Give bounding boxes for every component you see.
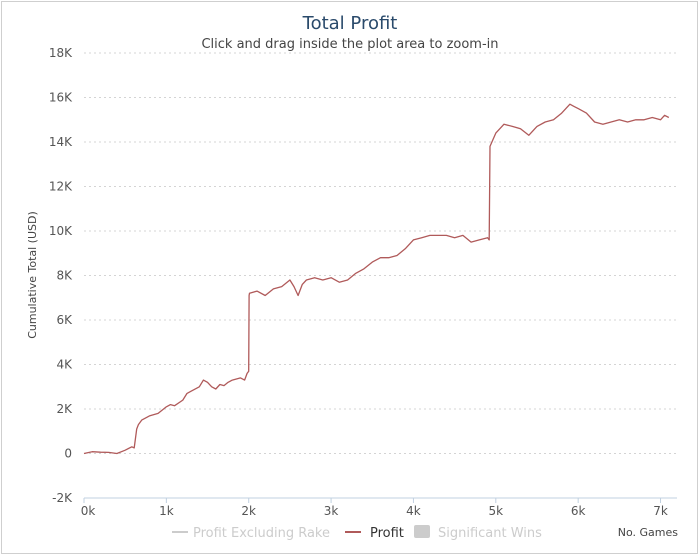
y-tick-label: 4K [56, 358, 73, 372]
y-tick-label: 2K [56, 402, 73, 416]
y-tick-label: 18K [49, 46, 73, 60]
x-tick-label: 0k [81, 504, 96, 518]
plot-area[interactable] [83, 103, 670, 455]
legend: Profit Excluding Rake Profit Significant… [172, 525, 542, 541]
x-axis-label: No. Games [618, 526, 679, 539]
x-tick-label: 2k [241, 504, 256, 518]
x-tick-label: 5k [489, 504, 504, 518]
y-tick-label: 12K [49, 180, 73, 194]
x-axis: 0k 1k 2k 3k 4k 5k 6k 7k [81, 498, 668, 518]
y-tick-label: 0 [64, 447, 72, 461]
y-axis-label: Cumulative Total (USD) [26, 211, 39, 339]
y-axis: -2K 0 2K 4K 6K 8K 10K 12K 14K 16K 18K [49, 46, 73, 505]
x-tick-label: 1k [159, 504, 174, 518]
chart-title: Total Profit [302, 13, 398, 34]
gridlines [84, 52, 677, 454]
legend-item-profit[interactable]: Profit [345, 526, 404, 541]
x-tick-label: 3k [324, 504, 339, 518]
x-tick-label: 4k [406, 504, 421, 518]
legend-label-significant-wins: Significant Wins [438, 526, 542, 541]
legend-box-marker [414, 525, 430, 538]
legend-item-significant-wins[interactable]: Significant Wins [414, 525, 542, 541]
series-line-profit[interactable] [83, 103, 670, 455]
y-tick-label: -2K [52, 491, 73, 505]
y-tick-label: 8K [56, 269, 73, 283]
legend-label-profit: Profit [370, 526, 404, 541]
legend-label-profit-excluding-rake: Profit Excluding Rake [193, 526, 330, 541]
y-tick-label: 10K [49, 224, 73, 238]
x-tick-label: 7k [653, 504, 668, 518]
chart-subtitle: Click and drag inside the plot area to z… [201, 37, 498, 52]
x-tick-label: 6k [571, 504, 586, 518]
y-tick-label: 6K [56, 313, 73, 327]
y-tick-label: 14K [49, 135, 73, 149]
y-tick-label: 16K [49, 91, 73, 105]
legend-item-profit-excluding-rake[interactable]: Profit Excluding Rake [172, 526, 330, 541]
